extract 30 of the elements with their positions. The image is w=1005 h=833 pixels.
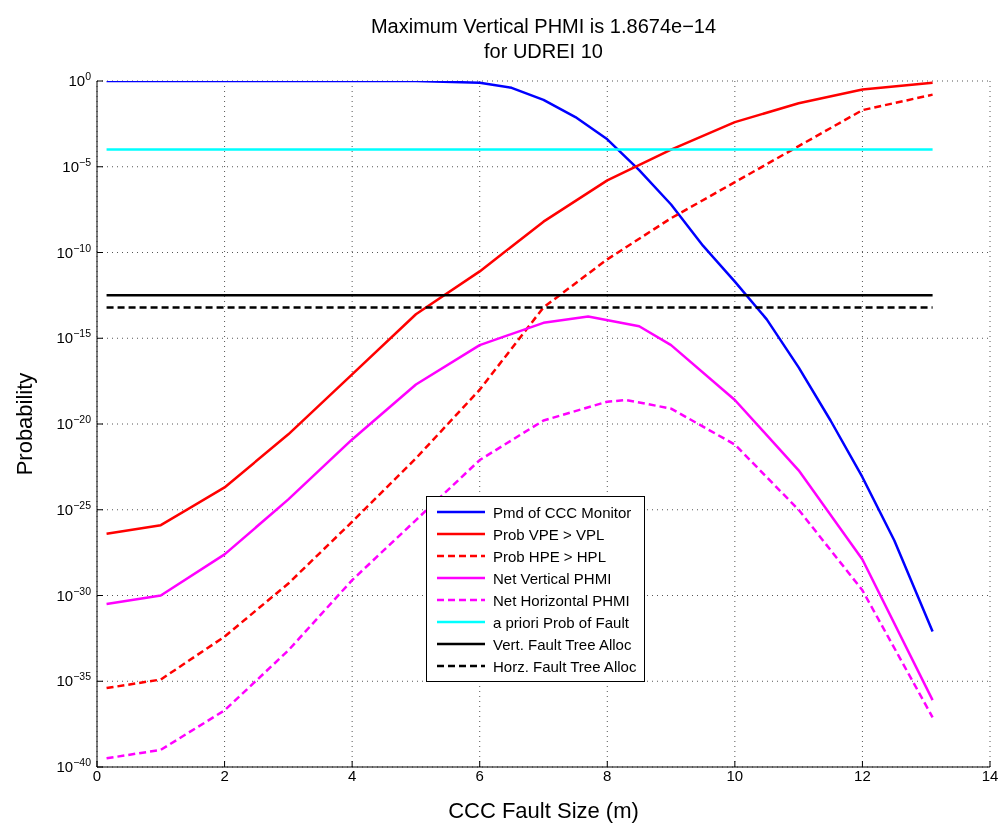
x-tick-label: 4 [347,767,357,784]
line-series [105,398,934,760]
legend-label: Prob HPE > HPL [493,547,606,565]
legend-label: Prob VPE > VPL [493,525,605,543]
x-tick-label: 12 [854,767,871,784]
y-axis-title: Probability [12,372,38,476]
legend-label: Net Horizontal PHMI [493,591,630,609]
y-tick-label: 10$^{−40}$ [56,756,92,775]
y-tick-label: 10$^{−20}$ [56,413,92,432]
x-axis-title: CCC Fault Size (m) [447,798,640,824]
x-tick-label: 8 [603,767,612,784]
legend-label: a priori Prob of Fault [493,613,629,631]
x-tick-label: 0 [92,767,102,784]
legend-label: Pmd of CCC Monitor [493,503,632,521]
x-tick-label: 10 [726,767,744,784]
y-tick-label: 10$^{−5}$ [62,155,92,175]
y-tick-label: 10$^{−15}$ [56,327,92,347]
chart-title: Maximum Vertical PHMI is 1.8674e−14 for UDREI 10 [369,14,718,64]
y-tick-label: 10$^{−35}$ [56,670,92,690]
x-tick-label: 14 [981,767,999,784]
y-tick-label: 10$^{−10}$ [56,241,92,261]
x-tick-label: 2 [220,767,229,784]
x-tick-label: 6 [475,767,484,784]
line-series [105,315,934,702]
y-tick-label: 10$^{−30}$ [56,584,92,604]
legend-label: Net Vertical PHMI [493,569,612,587]
y-tick-label: 10$^{−25}$ [56,498,92,518]
legend-label: Vert. Fault Tree Alloc [493,635,632,653]
y-tick-label: 10$^{0}$ [68,70,92,89]
legend-label: Horz. Fault Tree Alloc [493,657,637,675]
